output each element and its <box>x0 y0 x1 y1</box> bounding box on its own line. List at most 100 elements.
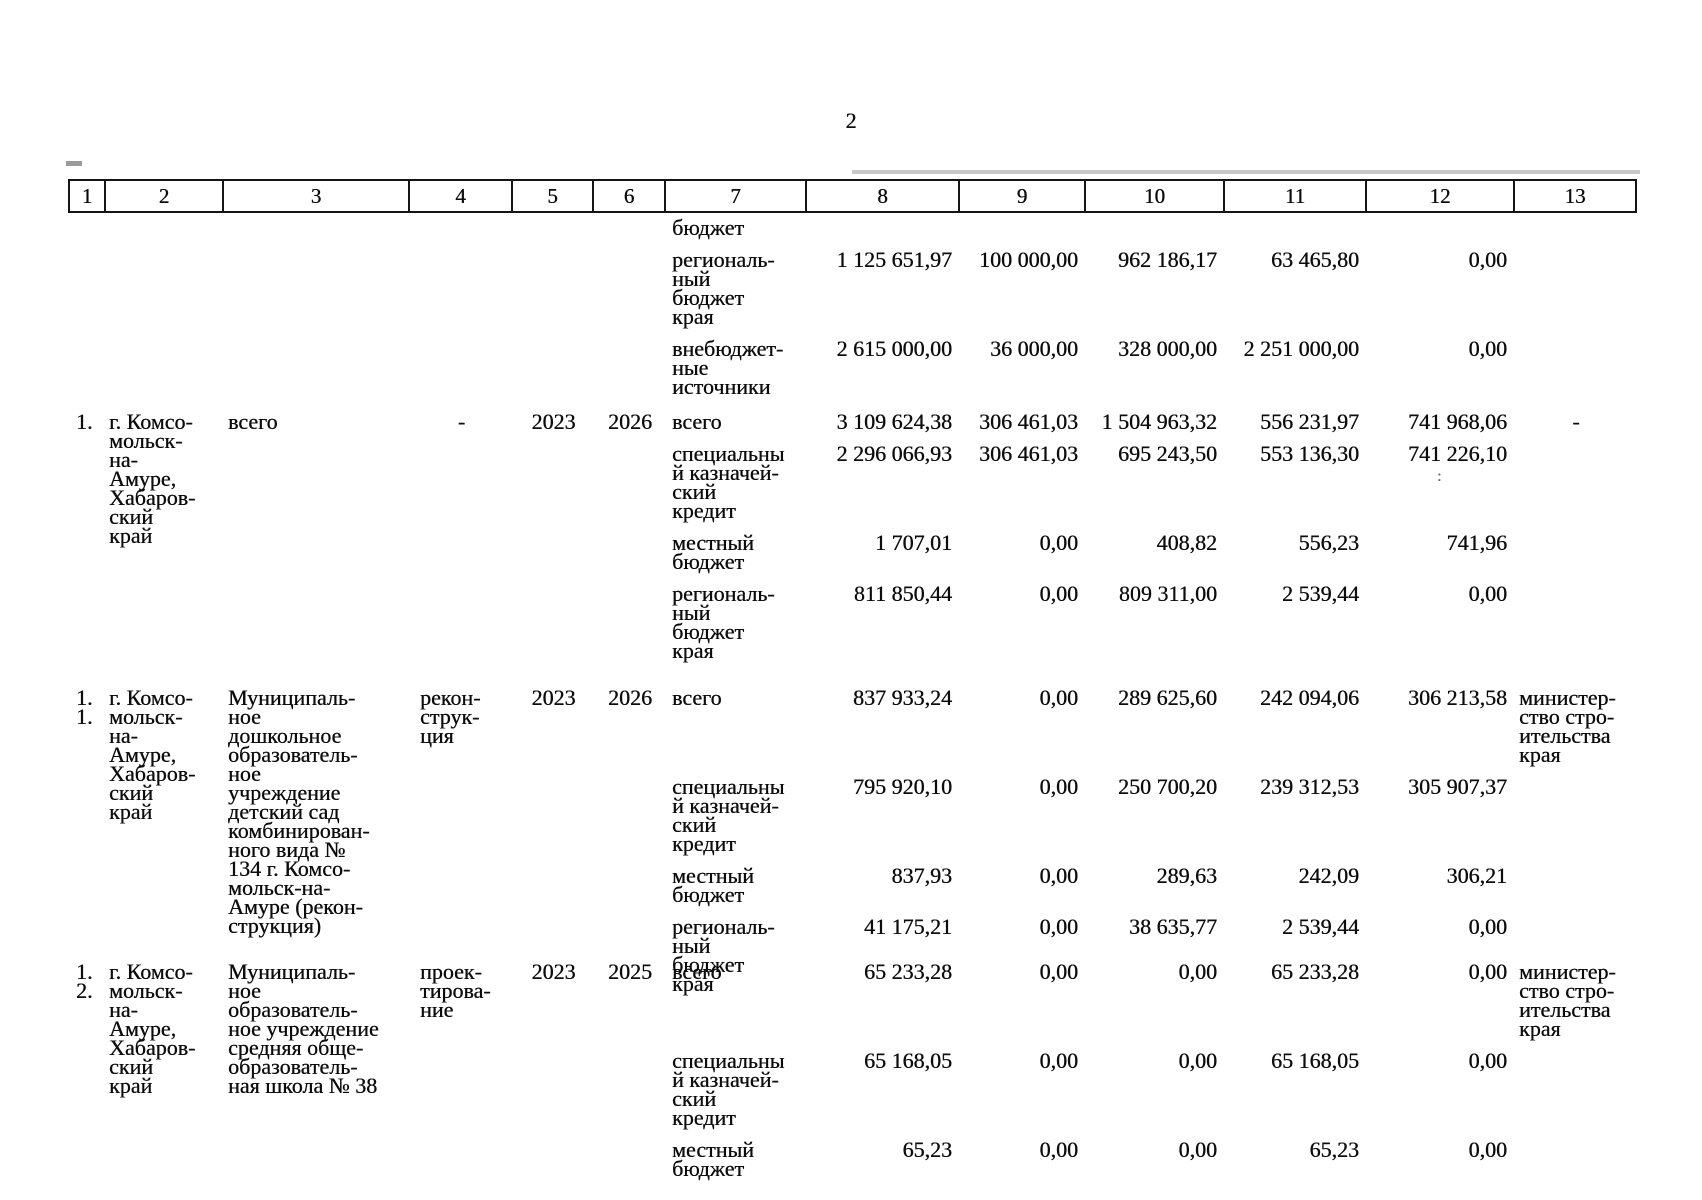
header-cell-11: 11 <box>1225 179 1367 213</box>
amount-cell: 0,00 <box>1468 247 1508 272</box>
funding-lines: всего 837 933,24 0,00 289 625,60 242 094,06 3… <box>666 685 1637 996</box>
budget-line: специальны й казначей- ский кредит 2 296 … <box>666 441 1637 523</box>
amount-cell: 0,00 <box>1039 530 1079 555</box>
amount-cell: 306 461,03 <box>979 441 1078 466</box>
funding-source-cell: специальны й казначей- ский кредит <box>672 441 785 523</box>
header-cell-3: 3 <box>224 179 410 213</box>
amount-cell: 0,00 <box>1178 1048 1218 1073</box>
amount-cell: 250 700,20 <box>1118 774 1217 799</box>
amount-cell: 0,00 <box>1468 581 1508 606</box>
amount-cell: 2 251 000,00 <box>1243 336 1360 361</box>
amount-cell: 811 850,44 <box>853 581 952 606</box>
amount-cell: 0,00 <box>1468 1048 1508 1073</box>
executor-cell: министер- ство стро- ительства края <box>1519 959 1616 1041</box>
header-cell-7: 7 <box>666 179 807 213</box>
funding-source-cell: бюджет <box>672 215 744 240</box>
amount-cell: 2 296 066,93 <box>836 441 953 466</box>
amount-cell: 65 233,28 <box>864 959 952 984</box>
budget-line: местный бюджет 65,23 0,00 0,00 65,23 0,00 <box>666 1137 1637 1181</box>
amount-cell: 556 231,97 <box>1260 409 1359 434</box>
header-cell-12: 12 <box>1367 179 1515 213</box>
amount-cell: 1 125 651,97 <box>836 247 953 272</box>
amount-cell: 65,23 <box>1309 1137 1360 1162</box>
funding-source-cell: всего <box>672 685 722 710</box>
amount-cell: 242,09 <box>1298 863 1360 888</box>
amount-cell: 0,00 <box>1039 959 1079 984</box>
scan-artifact-streak <box>852 170 1640 174</box>
amount-cell: 2 615 000,00 <box>836 336 953 361</box>
amount-cell: 65 233,28 <box>1271 959 1359 984</box>
executor-cell: министер- ство стро- ительства края <box>1519 685 1616 767</box>
year-start-cell: 2023 <box>531 685 576 710</box>
amount-cell: 2 539,44 <box>1282 914 1359 939</box>
amount-cell: 306,21 <box>1446 863 1508 888</box>
funding-source-cell: региональ- ный бюджет края <box>672 914 775 996</box>
amount-cell: 0,00 <box>1039 685 1079 710</box>
amount-cell: 63 465,80 <box>1271 247 1359 272</box>
year-end-cell: 2026 <box>608 685 652 710</box>
scan-artifact-dot: : <box>1437 468 1442 485</box>
amount-cell: 0,00 <box>1039 774 1079 799</box>
amount-cell: 306 213,58 <box>1408 685 1507 710</box>
header-cell-6: 6 <box>594 179 666 213</box>
object-name-cell: Муниципаль- ное образователь- ное учрежд… <box>228 959 379 1098</box>
executor-cell: - <box>1572 409 1580 434</box>
funding-source-cell: внебюджет- ные источники <box>672 336 784 399</box>
table-row: 1. 2. г. Комсо- мольск- на- Амуре, Хабаро… <box>68 959 1637 1181</box>
scan-artifact-smudge <box>66 161 82 166</box>
budget-line: региональ- ный бюджет края 811 850,44 0,00… <box>666 581 1637 662</box>
amount-cell: 962 186,17 <box>1118 247 1217 272</box>
year-end-cell: 2026 <box>608 409 652 434</box>
work-type-cell: - <box>457 409 466 434</box>
amount-cell: 289,63 <box>1156 863 1218 888</box>
header-cell-13: 13 <box>1515 179 1637 213</box>
amount-cell: 0,00 <box>1039 1048 1079 1073</box>
amount-cell: 65 168,05 <box>1271 1048 1359 1073</box>
budget-line: специальны й казначей- ский кредит 795 92… <box>666 774 1637 856</box>
row-number-cell: 1. 1. <box>76 685 93 729</box>
amount-cell: 408,82 <box>1156 530 1218 555</box>
amount-cell: 809 311,00 <box>1118 581 1217 606</box>
amount-cell: 0,00 <box>1039 914 1079 939</box>
amount-cell: 1 707,01 <box>875 530 952 555</box>
funding-source-cell: всего <box>672 409 722 434</box>
amount-cell: 741 226,10 <box>1408 441 1507 466</box>
amount-cell: 41 175,21 <box>864 914 952 939</box>
funding-source-cell: специальны й казначей- ский кредит <box>672 1048 785 1130</box>
funding-lines: бюджет региональ- ный бюджет края 1 125 65… <box>666 215 1637 399</box>
amount-cell: 289 625,60 <box>1118 685 1217 710</box>
row-number-cell: 1. <box>76 409 93 434</box>
header-cell-10: 10 <box>1086 179 1225 213</box>
budget-line: всего 837 933,24 0,00 289 625,60 242 094,06 3… <box>666 685 1637 767</box>
amount-cell: 741,96 <box>1446 530 1508 555</box>
funding-source-cell: местный бюджет <box>672 1137 754 1181</box>
funding-source-cell: специальны й казначей- ский кредит <box>672 774 785 856</box>
table-row: 1. г. Комсо- мольск- на- Амуре, Хабаров- … <box>68 409 1637 662</box>
header-cell-4: 4 <box>410 179 513 213</box>
amount-cell: 553 136,30 <box>1260 441 1359 466</box>
amount-cell: 239 312,53 <box>1260 774 1359 799</box>
amount-cell: 0,00 <box>1468 914 1508 939</box>
amount-cell: 3 109 624,38 <box>836 409 953 434</box>
territory-cell: г. Комсо- мольск- на- Амуре, Хабаров- ск… <box>109 409 196 548</box>
funding-source-cell: всего <box>672 959 722 984</box>
amount-cell: 100 000,00 <box>979 247 1078 272</box>
budget-line: местный бюджет 837,93 0,00 289,63 242,09 306,… <box>666 863 1637 906</box>
header-cell-8: 8 <box>807 179 960 213</box>
amount-cell: 36 000,00 <box>990 336 1078 361</box>
work-type-cell: проек- тирова- ние <box>420 959 491 1022</box>
header-cell-1: 1 <box>68 179 106 213</box>
work-type-cell: рекон- струк- ция <box>420 685 481 748</box>
amount-cell: 0,00 <box>1039 581 1079 606</box>
year-start-cell: 2023 <box>531 959 576 984</box>
amount-cell: 1 504 963,32 <box>1101 409 1218 434</box>
amount-cell: 2 539,44 <box>1282 581 1359 606</box>
table-row: 1. 1. г. Комсо- мольск- на- Амуре, Хабаро… <box>68 685 1637 996</box>
funding-source-cell: региональ- ный бюджет края <box>672 247 775 329</box>
budget-line: местный бюджет 1 707,01 0,00 408,82 556,23 74… <box>666 530 1637 573</box>
amount-cell: 65,23 <box>902 1137 953 1162</box>
funding-lines: всего 3 109 624,38 306 461,03 1 504 963,32 5… <box>666 409 1637 662</box>
amount-cell: 837 933,24 <box>853 685 952 710</box>
amount-cell: 556,23 <box>1298 530 1360 555</box>
